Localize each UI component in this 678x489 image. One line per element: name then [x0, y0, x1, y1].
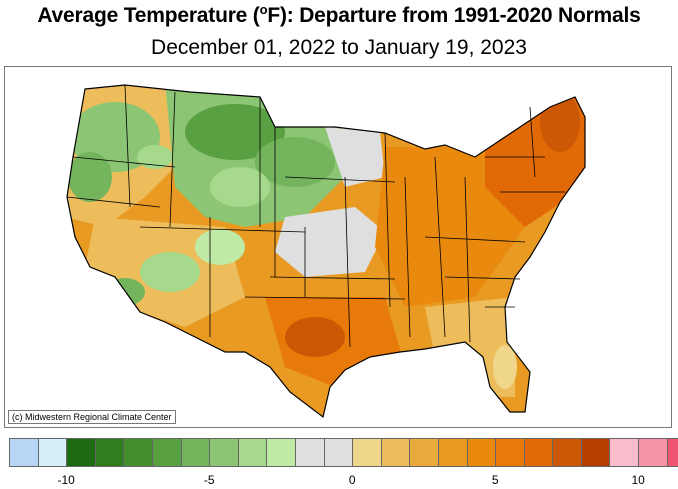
legend-swatch — [67, 439, 96, 466]
legend-tick-label: 5 — [491, 473, 499, 487]
legend-swatch — [524, 439, 554, 466]
map-title: Average Temperature (oF): Departure from… — [37, 2, 641, 27]
legend-swatch — [210, 439, 239, 466]
legend-swatch — [238, 439, 268, 466]
legend-swatch — [381, 439, 411, 466]
legend-swatch — [267, 439, 296, 466]
legend-swatch — [353, 439, 382, 466]
legend-tick-label: -5 — [203, 473, 215, 487]
legend-swatch — [324, 439, 354, 466]
legend-swatch — [410, 439, 439, 466]
state-boundaries — [66, 84, 565, 348]
legend-swatch — [667, 439, 678, 466]
legend-swatch — [581, 439, 611, 466]
legend-swatch — [152, 439, 182, 466]
legend-swatch — [467, 439, 497, 466]
map-panel: (c) Midwestern Regional Climate Center — [4, 66, 672, 428]
color-legend — [9, 438, 678, 467]
map-subtitle: December 01, 2022 to January 19, 2023 — [151, 36, 527, 59]
legend-swatch — [181, 439, 211, 466]
legend-tick-label: 0 — [348, 473, 356, 487]
legend-swatch — [610, 439, 640, 466]
legend-swatch — [553, 439, 582, 466]
legend-tick-label: -10 — [57, 473, 75, 487]
us-temperature-map — [66, 84, 586, 419]
legend-tick-label: 10 — [631, 473, 645, 487]
legend-swatch — [295, 439, 325, 466]
legend-swatch — [639, 439, 668, 466]
legend-swatch — [38, 439, 68, 466]
legend-swatch — [10, 439, 39, 466]
legend-swatch — [496, 439, 525, 466]
legend-swatch — [438, 439, 468, 466]
legend-swatch — [95, 439, 125, 466]
us-outline — [66, 84, 586, 419]
credit-label: (c) Midwestern Regional Climate Center — [8, 410, 176, 424]
legend-swatch — [124, 439, 153, 466]
